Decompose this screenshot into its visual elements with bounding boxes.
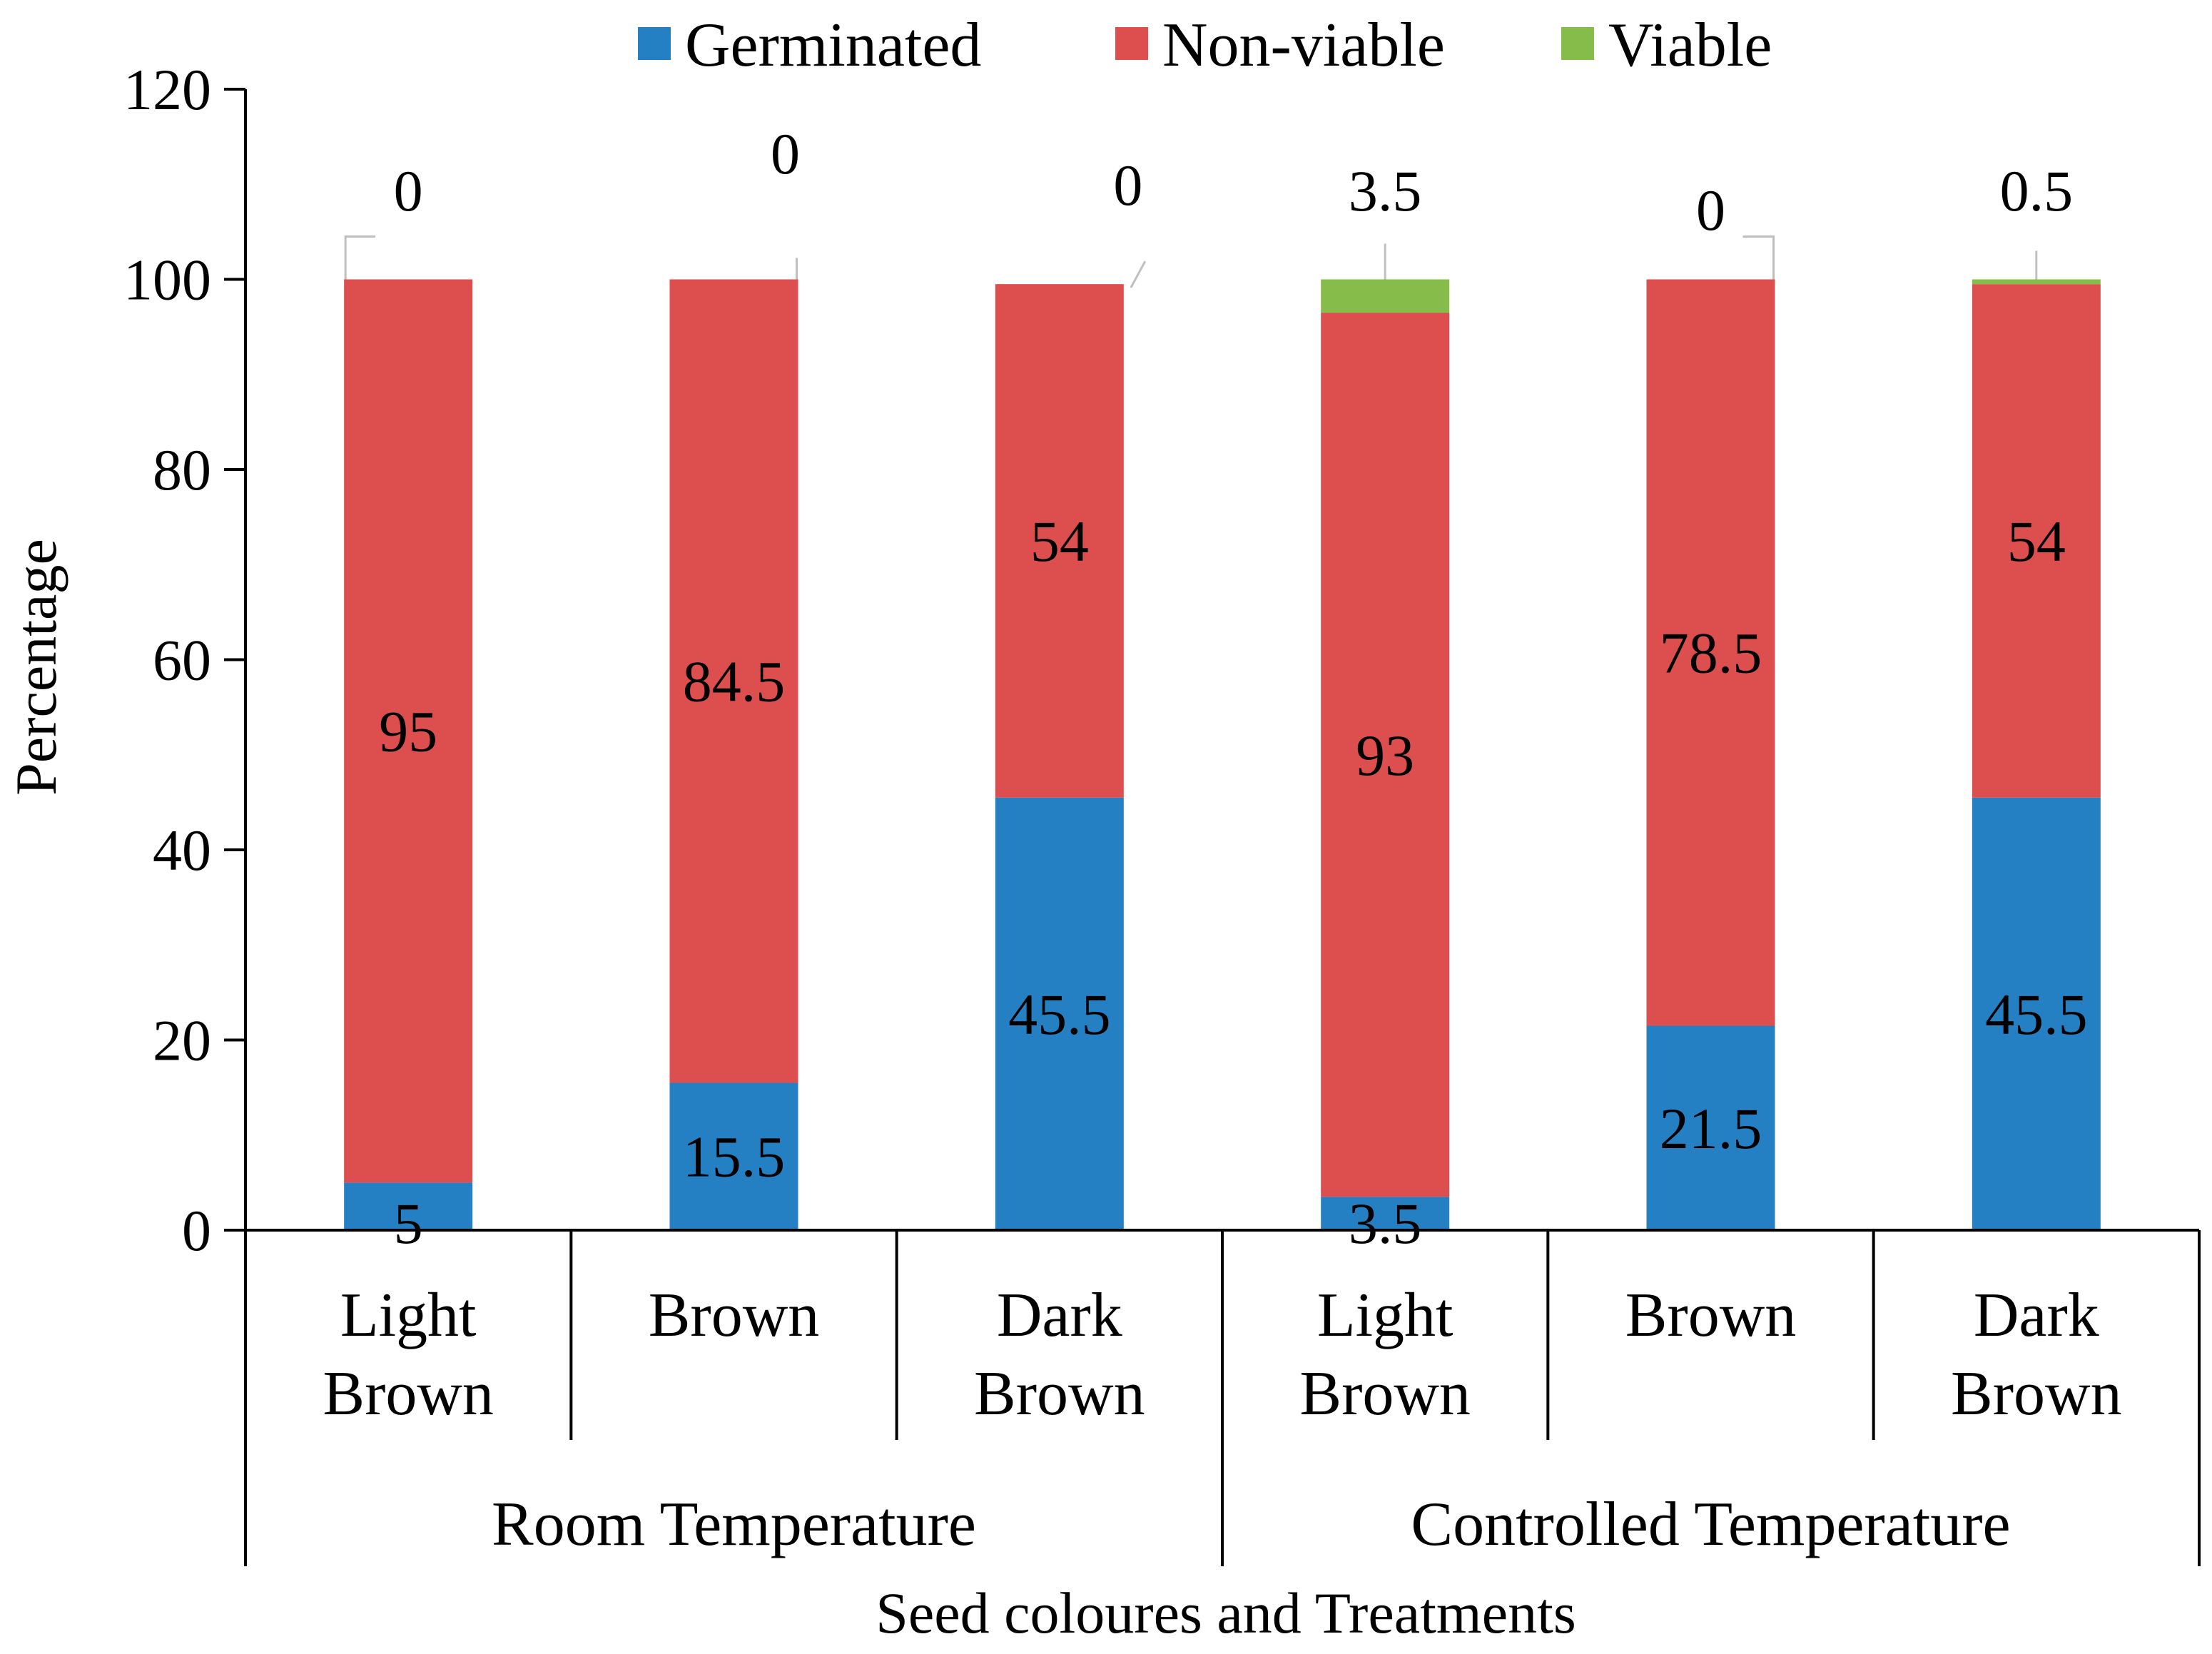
bar-germinated <box>1972 797 2101 1230</box>
category-label-line: Brown <box>1951 1359 2122 1429</box>
bar-germinated <box>995 797 1124 1230</box>
legend-label: Non-viable <box>1162 11 1445 80</box>
group-label: Controlled Temperature <box>1411 1490 2010 1559</box>
category-label: Light Brown <box>323 1281 494 1429</box>
data-label-viable: 0 <box>1696 178 1725 243</box>
legend-swatch <box>638 27 671 60</box>
category-label-line: Dark <box>1974 1281 2099 1350</box>
data-label-viable: 3.5 <box>1349 158 1422 223</box>
data-label-non-viable: 54 <box>1030 509 1089 574</box>
category-label: Dark Brown <box>1951 1281 2122 1429</box>
category-label: Brown <box>1625 1281 1797 1350</box>
y-tick-label: 20 <box>153 1008 211 1073</box>
category-label-line: Brown <box>649 1281 820 1350</box>
data-label-viable: 0 <box>1113 153 1142 218</box>
category-label-line: Dark <box>997 1281 1122 1350</box>
category-label-line: Brown <box>974 1359 1145 1429</box>
y-tick-label: 120 <box>123 57 211 122</box>
data-label-non-viable: 93 <box>1356 723 1414 788</box>
data-label-non-viable: 78.5 <box>1660 621 1762 686</box>
data-label-germinated: 5 <box>394 1191 423 1256</box>
data-label-viable: 0 <box>394 158 423 223</box>
category-label-line: Light <box>340 1281 477 1350</box>
x-axis-title: Seed coloures and Treatments <box>876 1581 1576 1645</box>
bars <box>344 279 2101 1230</box>
data-label-viable: 0 <box>771 121 800 186</box>
legend: Germinated Non-viable Viable <box>638 11 1772 80</box>
bar-germinated <box>1646 1025 1775 1230</box>
data-label-non-viable: 95 <box>379 699 437 763</box>
data-label-non-viable: 54 <box>2007 509 2066 574</box>
data-label-germinated: 15.5 <box>683 1125 786 1189</box>
bar-viable <box>1321 279 1450 313</box>
bar-non-viable <box>669 279 798 1083</box>
bar-viable <box>1972 279 2101 285</box>
category-label-line: Brown <box>323 1359 494 1429</box>
bar-germinated <box>1321 1197 1450 1230</box>
legend-swatch <box>1115 27 1148 60</box>
legend-swatch <box>1561 27 1594 60</box>
bar-germinated <box>669 1082 798 1230</box>
data-labels: 5 95 15.5 84.5 45.5 54 3.5 93 21.5 78.5 45.5 54 0 0 0 3… <box>344 121 2088 1256</box>
bar-non-viable <box>1972 284 2101 798</box>
viable-leader-line <box>344 235 376 280</box>
bar-non-viable <box>1646 279 1775 1026</box>
bar-non-viable <box>1321 313 1450 1197</box>
y-tick-label: 40 <box>153 818 211 883</box>
y-tick-label: 0 <box>182 1198 211 1263</box>
category-label: Light Brown <box>1299 1281 1471 1429</box>
category-label-line: Brown <box>1299 1359 1471 1429</box>
category-label-line: Light <box>1317 1281 1453 1350</box>
viable-leader-line <box>1130 260 1147 288</box>
data-label-viable: 0.5 <box>2000 158 2074 223</box>
axes: 0 20 40 60 80 100 120 <box>123 57 247 1263</box>
data-label-germinated: 45.5 <box>1985 982 2088 1047</box>
y-tick-label: 60 <box>153 628 211 693</box>
category-label-line: Brown <box>1625 1281 1797 1350</box>
y-tick-label: 100 <box>123 248 211 313</box>
legend-label: Germinated <box>685 11 981 80</box>
bar-non-viable <box>344 279 473 1183</box>
category-label: Dark Brown <box>974 1281 1145 1429</box>
y-axis-title: Percentage <box>4 539 69 796</box>
legend-label: Viable <box>1608 11 1772 80</box>
viable-leader-line <box>1742 235 1775 280</box>
bar-germinated <box>344 1182 473 1230</box>
data-label-non-viable: 84.5 <box>683 649 786 714</box>
y-tick-label: 80 <box>153 437 211 502</box>
data-label-germinated: 3.5 <box>1349 1191 1422 1256</box>
group-label: Room Temperature <box>492 1490 976 1559</box>
bar-non-viable <box>995 284 1124 798</box>
category-label: Brown <box>649 1281 820 1350</box>
data-label-germinated: 21.5 <box>1660 1096 1762 1161</box>
data-label-germinated: 45.5 <box>1008 982 1111 1047</box>
